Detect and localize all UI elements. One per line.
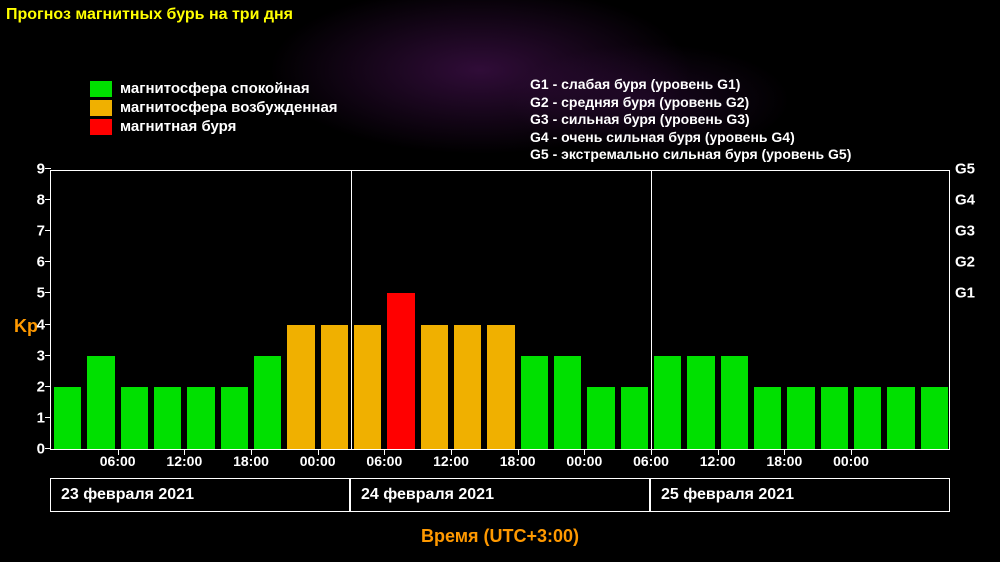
y-tick-label: 2 bbox=[37, 378, 45, 395]
kp-bar bbox=[921, 387, 948, 449]
x-axis-label: Время (UTC+3:00) bbox=[421, 526, 579, 547]
kp-bar bbox=[521, 356, 548, 449]
date-box: 24 февраля 2021 bbox=[350, 478, 650, 512]
y-tick-label: 5 bbox=[37, 285, 45, 302]
kp-bar bbox=[154, 387, 181, 449]
storm-level-line: G2 - средняя буря (уровень G2) bbox=[530, 94, 851, 112]
storm-level-line: G3 - сильная буря (уровень G3) bbox=[530, 111, 851, 129]
right-tick-label: G3 bbox=[955, 223, 975, 240]
date-box: 25 февраля 2021 bbox=[650, 478, 950, 512]
kp-bar bbox=[287, 325, 314, 449]
kp-bar-chart: 0123456789G1G2G3G4G506:0012:0018:0000:00… bbox=[50, 170, 950, 450]
legend-label: магнитная буря bbox=[120, 118, 236, 135]
kp-bar bbox=[721, 356, 748, 449]
kp-bar bbox=[854, 387, 881, 449]
kp-bar bbox=[54, 387, 81, 449]
legend-label: магнитосфера возбужденная bbox=[120, 99, 338, 116]
kp-bar bbox=[621, 387, 648, 449]
legend-item: магнитосфера спокойная bbox=[90, 80, 338, 97]
kp-bar bbox=[354, 325, 381, 449]
legend-swatch bbox=[90, 100, 112, 116]
legend-item: магнитосфера возбужденная bbox=[90, 99, 338, 116]
kp-bar bbox=[687, 356, 714, 449]
kp-bar bbox=[187, 387, 214, 449]
x-tick-label: 06:00 bbox=[366, 453, 402, 469]
x-tick-label: 06:00 bbox=[633, 453, 669, 469]
page-title: Прогноз магнитных бурь на три дня bbox=[6, 6, 293, 24]
storm-level-line: G4 - очень сильная буря (уровень G4) bbox=[530, 129, 851, 147]
y-tick-label: 0 bbox=[37, 441, 45, 458]
right-tick-label: G4 bbox=[955, 192, 975, 209]
legend-label: магнитосфера спокойная bbox=[120, 80, 310, 97]
kp-bar bbox=[121, 387, 148, 449]
kp-bar bbox=[421, 325, 448, 449]
date-box: 23 февраля 2021 bbox=[50, 478, 350, 512]
storm-level-line: G5 - экстремально сильная буря (уровень … bbox=[530, 146, 851, 164]
y-tick-label: 4 bbox=[37, 316, 45, 333]
y-tick-label: 7 bbox=[37, 223, 45, 240]
x-tick-label: 12:00 bbox=[433, 453, 469, 469]
x-tick-label: 18:00 bbox=[233, 453, 269, 469]
x-tick-label: 18:00 bbox=[766, 453, 802, 469]
x-tick-label: 00:00 bbox=[833, 453, 869, 469]
x-tick-label: 00:00 bbox=[300, 453, 336, 469]
right-tick-label: G5 bbox=[955, 161, 975, 178]
kp-bar bbox=[654, 356, 681, 449]
y-tick-label: 3 bbox=[37, 347, 45, 364]
y-tick-label: 6 bbox=[37, 254, 45, 271]
day-divider bbox=[651, 171, 652, 449]
legend-storm-levels: G1 - слабая буря (уровень G1)G2 - средня… bbox=[530, 76, 851, 164]
kp-bar bbox=[587, 387, 614, 449]
kp-bar bbox=[787, 387, 814, 449]
date-axis-row: 23 февраля 202124 февраля 202125 февраля… bbox=[50, 478, 950, 512]
x-tick-label: 00:00 bbox=[566, 453, 602, 469]
kp-bar bbox=[254, 356, 281, 449]
legend-swatch bbox=[90, 81, 112, 97]
kp-bar bbox=[87, 356, 114, 449]
kp-bar bbox=[821, 387, 848, 449]
y-tick-label: 9 bbox=[37, 161, 45, 178]
kp-bar bbox=[387, 293, 414, 449]
x-tick-label: 06:00 bbox=[100, 453, 136, 469]
x-tick-label: 12:00 bbox=[700, 453, 736, 469]
y-tick-label: 8 bbox=[37, 192, 45, 209]
legend-item: магнитная буря bbox=[90, 118, 338, 135]
legend-color-key: магнитосфера спокойная магнитосфера возбу… bbox=[90, 80, 338, 137]
kp-bar bbox=[454, 325, 481, 449]
kp-bar bbox=[221, 387, 248, 449]
x-tick-label: 18:00 bbox=[500, 453, 536, 469]
kp-bar bbox=[321, 325, 348, 449]
kp-bar bbox=[487, 325, 514, 449]
kp-bar bbox=[887, 387, 914, 449]
x-tick-label: 12:00 bbox=[166, 453, 202, 469]
y-tick-label: 1 bbox=[37, 409, 45, 426]
right-tick-label: G2 bbox=[955, 254, 975, 271]
kp-bar bbox=[554, 356, 581, 449]
right-tick-label: G1 bbox=[955, 285, 975, 302]
y-axis-label: Kp bbox=[14, 316, 38, 337]
storm-level-line: G1 - слабая буря (уровень G1) bbox=[530, 76, 851, 94]
day-divider bbox=[351, 171, 352, 449]
kp-bar bbox=[754, 387, 781, 449]
legend-swatch bbox=[90, 119, 112, 135]
